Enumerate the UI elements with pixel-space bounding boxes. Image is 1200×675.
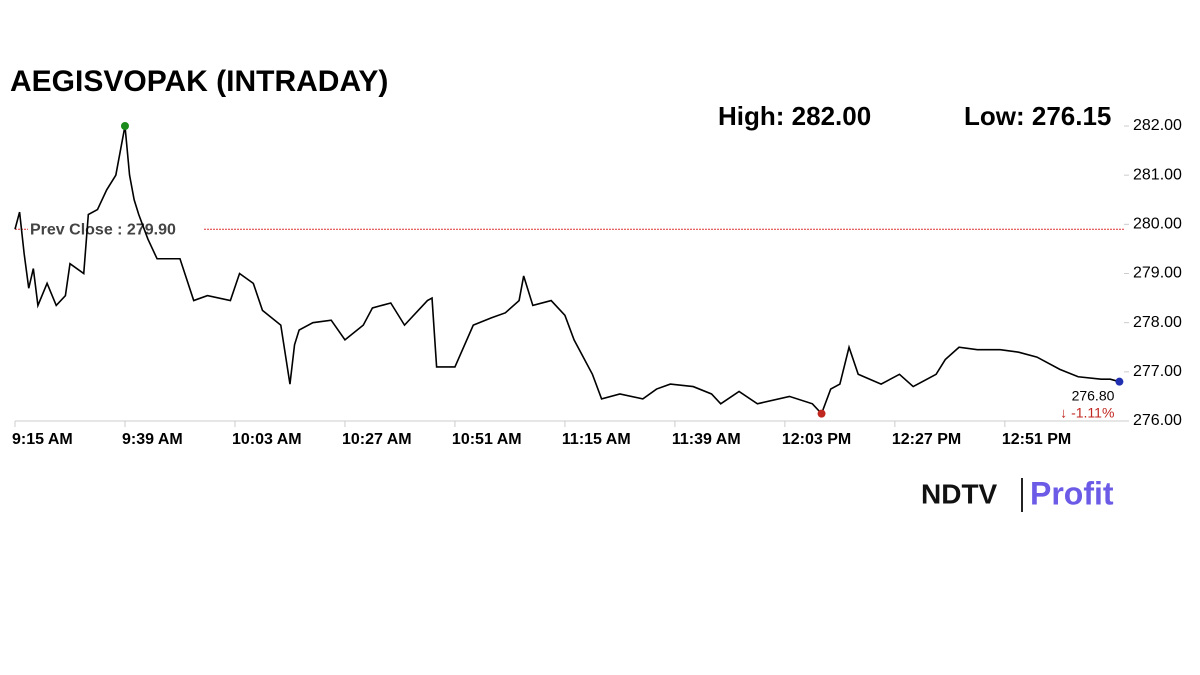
x-tick-label: 10:51 AM	[452, 431, 522, 448]
x-tick-label: 11:39 AM	[672, 431, 741, 448]
logo-profit: Profit	[1030, 475, 1114, 511]
x-tick-label: 10:27 AM	[342, 431, 412, 448]
y-tick-label: 277.00	[1133, 363, 1182, 380]
chart-title: AEGISVOPAK (INTRADAY)	[10, 65, 388, 98]
x-tick-label: 12:27 PM	[892, 431, 961, 448]
high-label: High: 282.00	[718, 101, 871, 131]
change-label: ↓ -1.11%	[1060, 404, 1114, 420]
x-tick-label: 9:39 AM	[122, 431, 183, 448]
last-label: 276.80	[1072, 387, 1115, 403]
y-tick-label: 282.00	[1133, 117, 1182, 134]
high-marker	[120, 122, 129, 130]
y-tick-label: 281.00	[1133, 166, 1182, 183]
x-tick-label: 10:03 AM	[232, 431, 302, 448]
logo-ndtv: NDTV	[921, 478, 998, 509]
prev-close-label: Prev Close : 279.90	[30, 221, 176, 238]
low-label: Low: 276.15	[964, 101, 1111, 131]
prev-close-bg	[28, 218, 204, 241]
x-tick-label: 12:51 PM	[1002, 431, 1071, 448]
y-tick-label: 279.00	[1133, 265, 1182, 282]
x-tick-label: 9:15 AM	[12, 431, 73, 448]
y-tick-label: 276.00	[1133, 412, 1182, 429]
last-marker	[1115, 377, 1124, 386]
x-tick-label: 12:03 PM	[782, 431, 851, 448]
price-line	[14, 125, 1120, 416]
low-marker	[817, 409, 826, 418]
y-tick-label: 280.00	[1133, 216, 1182, 233]
y-tick-label: 278.00	[1133, 314, 1182, 331]
x-tick-label: 11:15 AM	[562, 431, 631, 448]
